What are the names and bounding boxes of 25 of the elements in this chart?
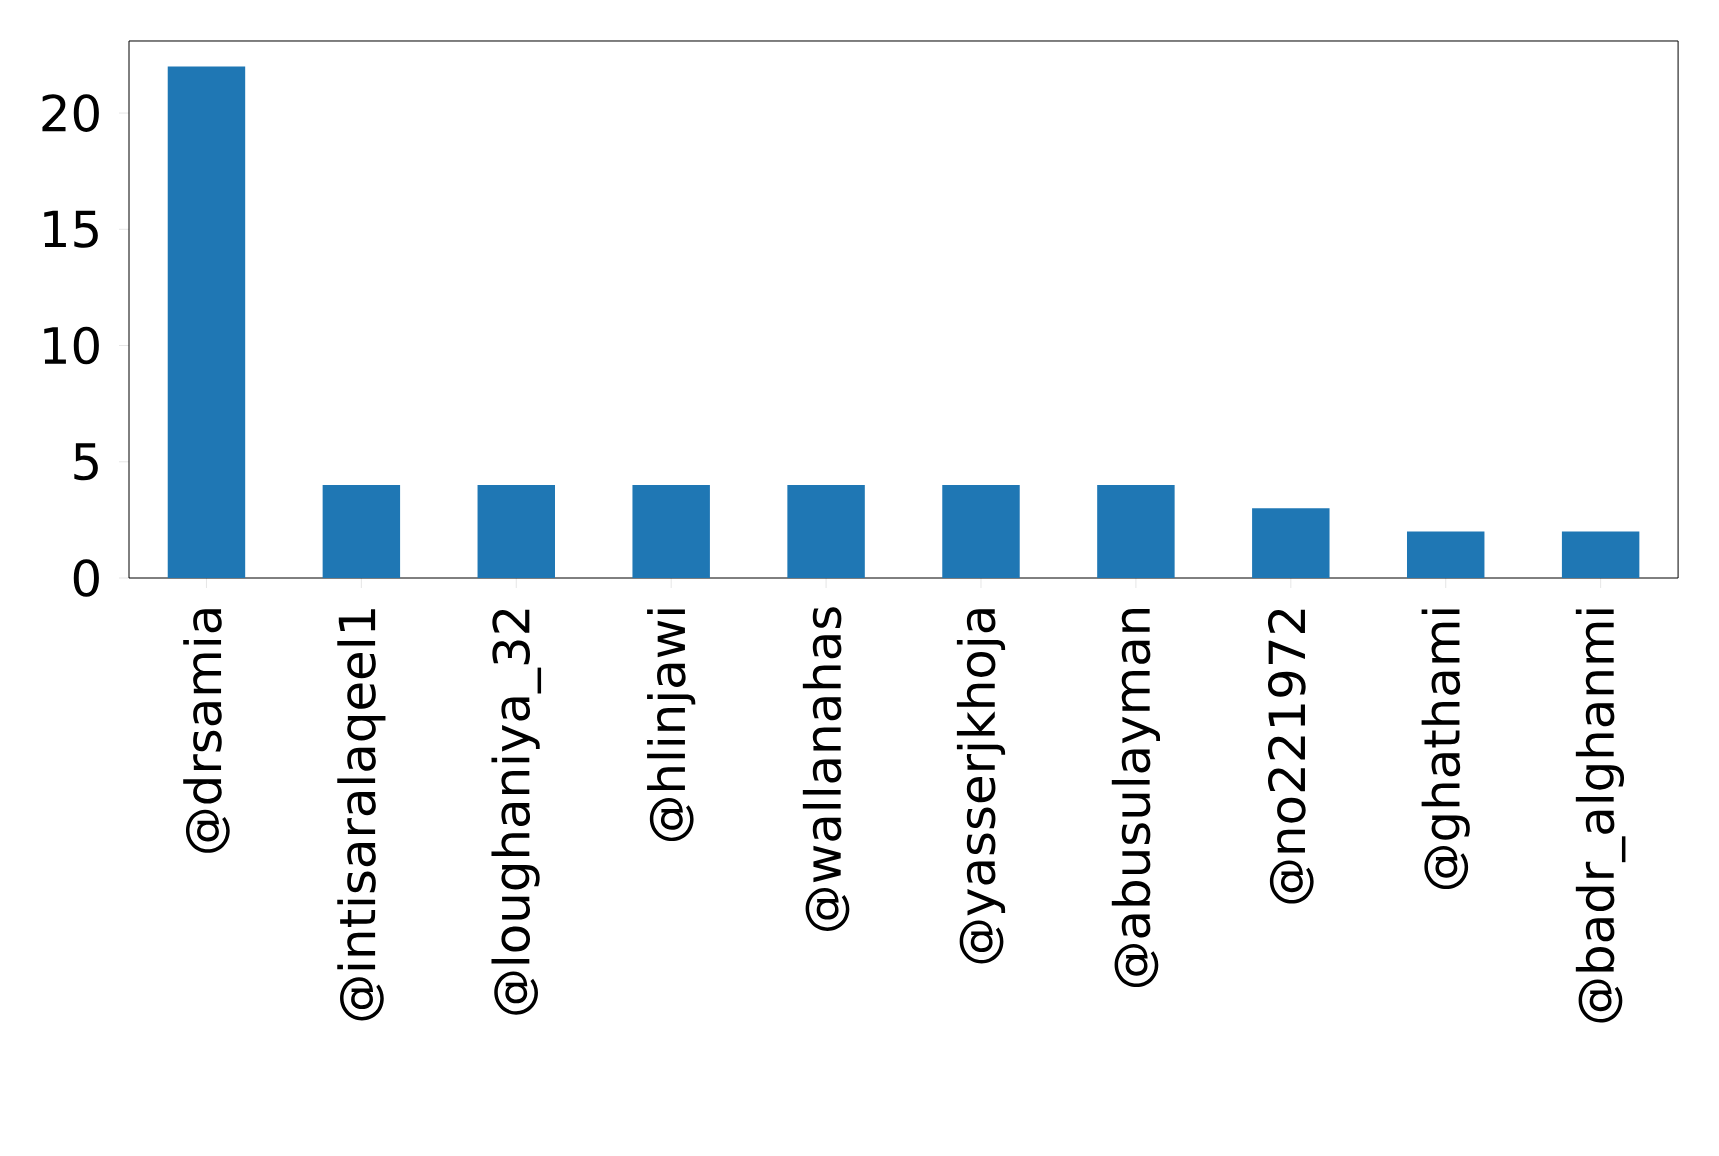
x-tick-label: @yasserjkhoja bbox=[956, 609, 1006, 964]
bar bbox=[1406, 531, 1485, 578]
bar bbox=[167, 66, 246, 578]
x-tick-label: @wallanahas bbox=[802, 607, 850, 931]
bar bbox=[477, 485, 555, 578]
x-tick-label: @abusulayman bbox=[1111, 608, 1161, 988]
y-tick-label: 10 bbox=[44, 326, 99, 365]
x-tick-label: @ghathami bbox=[1421, 609, 1470, 890]
bar bbox=[1097, 485, 1175, 578]
bar bbox=[632, 485, 710, 578]
bar bbox=[942, 485, 1020, 578]
x-tick-label: @drsamia bbox=[183, 609, 230, 853]
bar bbox=[1252, 508, 1330, 578]
x-tick-label: @no221972 bbox=[1268, 609, 1314, 904]
y-tick-label: 20 bbox=[42, 94, 99, 132]
x-tick-label: @badr_alghanmi bbox=[1575, 609, 1626, 1023]
y-tick-label: 5 bbox=[74, 443, 98, 481]
x-tick-label: @loughaniya_32 bbox=[491, 609, 542, 1015]
bar bbox=[322, 485, 401, 578]
bar bbox=[1561, 531, 1640, 578]
bar bbox=[787, 485, 865, 578]
y-tick-label: 0 bbox=[73, 559, 99, 597]
x-tick-label: @hlinjawi bbox=[647, 609, 696, 842]
x-tick-label: @intisaralaqeel1 bbox=[337, 609, 386, 1021]
y-tick-label: 15 bbox=[44, 210, 98, 248]
